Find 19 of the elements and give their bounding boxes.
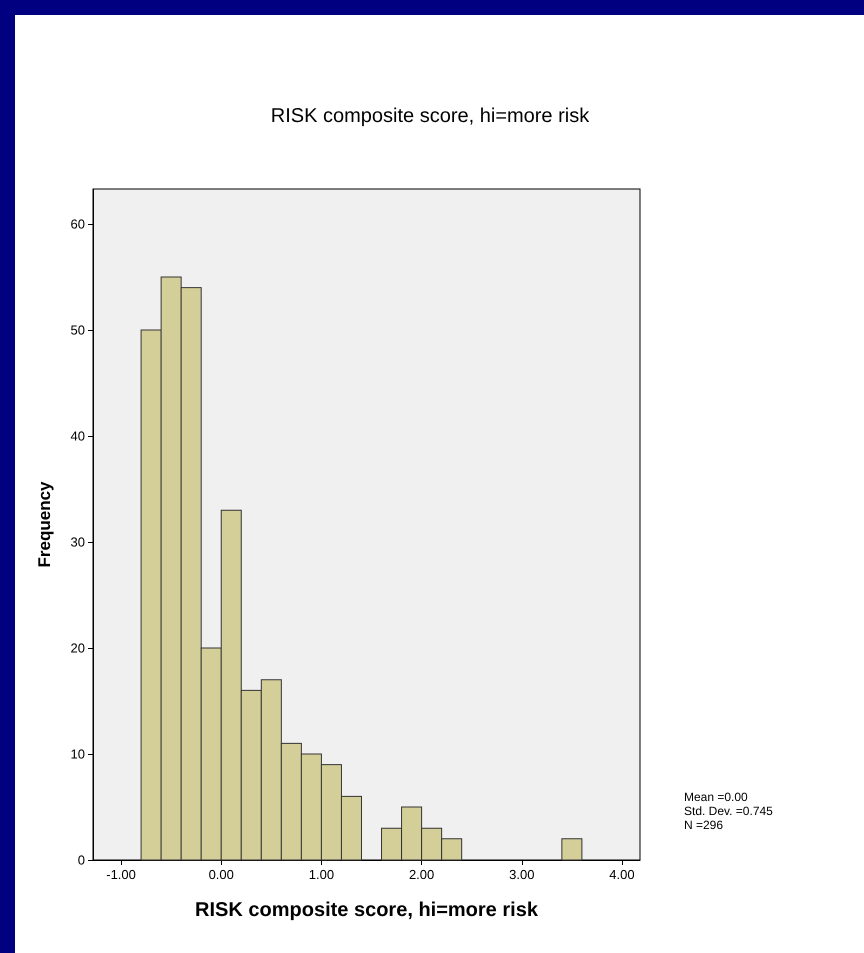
x-tick-label: -1.00 — [106, 867, 136, 882]
x-tick-label: 0.00 — [208, 867, 234, 882]
y-tick-label: 50 — [70, 322, 85, 338]
text: N =296 — [684, 818, 724, 832]
y-axis-title: Frequency — [35, 480, 54, 568]
y-tick-label: 20 — [70, 640, 85, 656]
x-tick-label: 2.00 — [408, 867, 434, 882]
text: Mean =0.00 — [684, 790, 748, 804]
y-tick-label: 60 — [70, 216, 85, 232]
chart-title: RISK composite score, hi=more risk — [270, 105, 590, 127]
x-tick-label: 1.00 — [308, 867, 334, 882]
x-axis-title: RISK composite score, hi=more risk — [195, 899, 539, 921]
y-tick-label: 40 — [70, 428, 85, 444]
x-tick-label: 3.00 — [509, 867, 534, 882]
text: Std. Dev. =0.745 — [684, 804, 774, 818]
y-tick-label: 10 — [70, 746, 85, 762]
x-tick-label: 4.00 — [609, 867, 635, 882]
y-tick-label: 30 — [70, 534, 85, 550]
y-tick-label: 0 — [78, 852, 85, 868]
